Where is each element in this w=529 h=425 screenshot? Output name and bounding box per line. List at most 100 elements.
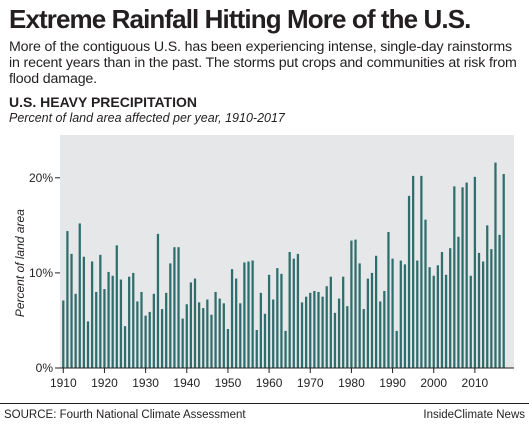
dek: More of the contiguous U.S. has been exp…	[9, 39, 517, 87]
bar-2013	[486, 225, 489, 368]
headline: Extreme Rainfall Hitting More of the U.S…	[9, 4, 471, 34]
x-tick-label: 1950	[215, 376, 242, 390]
bar-1998	[424, 219, 427, 368]
bar-2014	[490, 249, 493, 368]
bar-1964	[284, 330, 287, 368]
bar-1965	[288, 251, 291, 368]
bar-1991	[395, 330, 398, 368]
y-ticks-group: 0% 10% 20%	[29, 171, 60, 375]
bar-1961	[272, 299, 275, 368]
bar-1966	[292, 258, 295, 368]
bar-1928	[136, 301, 139, 368]
bar-2011	[477, 252, 481, 368]
bar-1972	[317, 291, 320, 368]
bar-1947	[214, 291, 217, 368]
bar-1949	[222, 303, 225, 368]
bar-1981	[354, 239, 357, 368]
bar-2004	[449, 248, 452, 368]
bar-2006	[457, 236, 460, 368]
bar-1931	[148, 311, 151, 368]
bar-2015	[494, 162, 497, 368]
bar-1946	[210, 314, 213, 368]
bar-1959	[263, 313, 267, 368]
bar-1976	[333, 312, 337, 368]
source-note: SOURCE: Fourth National Climate Assessme…	[4, 409, 246, 421]
bar-1988	[383, 290, 386, 368]
bar-1943	[197, 302, 201, 368]
bar-1941	[189, 282, 193, 368]
bar-1985	[370, 272, 374, 368]
bar-1939	[181, 318, 184, 368]
bar-1963	[280, 273, 283, 368]
y-tick-label: 10%	[29, 266, 53, 280]
bar-1951	[230, 269, 234, 368]
x-tick-label: 1960	[256, 376, 283, 390]
bar-1997	[420, 175, 423, 368]
x-ticks-group: 1910 1920 1930 1940 1950 1960 1970 1980 1990 2000…	[50, 368, 489, 390]
bar-1921	[107, 271, 110, 368]
bar-1977	[337, 298, 341, 368]
bar-1916	[86, 321, 90, 368]
x-tick-label: 2000	[420, 376, 447, 390]
bar-1960	[267, 274, 271, 368]
bar-2000	[432, 275, 435, 368]
bar-2017	[502, 173, 505, 368]
bar-1983	[362, 309, 365, 368]
bar-1990	[391, 258, 394, 368]
x-tick-label: 2010	[462, 376, 489, 390]
bar-1999	[428, 267, 431, 368]
bars-group	[62, 162, 505, 368]
bar-1996	[416, 260, 419, 368]
bar-1918	[95, 291, 98, 368]
y-tick-label: 0%	[36, 361, 54, 375]
credit-note: InsideClimate News	[423, 409, 525, 421]
bar-1968	[300, 302, 304, 368]
bar-1950	[226, 329, 230, 368]
bar-1984	[366, 278, 370, 368]
bar-1936	[169, 263, 172, 368]
bar-2008	[465, 182, 468, 368]
bar-2001	[436, 265, 439, 368]
footer-rule	[0, 403, 529, 404]
bar-1934	[160, 309, 164, 368]
y-tick-label: 20%	[29, 171, 53, 185]
bar-1953	[239, 303, 242, 368]
bar-1993	[403, 264, 407, 368]
bar-1954	[243, 262, 246, 368]
bar-1986	[374, 255, 378, 368]
bar-1994	[407, 195, 411, 368]
x-tick-label: 1930	[132, 376, 159, 390]
bar-2012	[482, 261, 485, 368]
bar-1944	[202, 308, 205, 368]
bar-1973	[321, 296, 324, 368]
bar-1979	[346, 306, 349, 368]
bar-2010	[473, 176, 477, 368]
bar-1926	[128, 276, 131, 368]
x-tick-label: 1970	[297, 376, 324, 390]
bar-1914	[78, 223, 81, 368]
bar-1948	[218, 298, 221, 368]
y-axis-label: Percent of land area	[13, 209, 27, 317]
bar-1971	[313, 290, 316, 368]
bar-1917	[90, 261, 94, 368]
bar-1923	[115, 245, 118, 368]
bar-1911	[66, 231, 69, 368]
bar-2016	[498, 234, 501, 368]
x-tick-label: 1920	[91, 376, 118, 390]
bar-1978	[342, 276, 345, 368]
bar-1980	[350, 240, 353, 368]
bar-1940	[185, 304, 188, 368]
x-tick-label: 1940	[173, 376, 200, 390]
bar-2009	[469, 275, 472, 368]
bar-1922	[111, 275, 114, 368]
bar-2005	[453, 186, 456, 368]
bar-1989	[387, 232, 390, 368]
x-tick-label: 1910	[50, 376, 77, 390]
bar-1956	[251, 260, 254, 368]
bar-1982	[358, 263, 361, 368]
x-tick-label: 1990	[379, 376, 406, 390]
bar-1967	[296, 253, 300, 368]
bar-1995	[412, 175, 415, 368]
x-tick-label: 1980	[338, 376, 365, 390]
bar-1952	[235, 278, 238, 368]
